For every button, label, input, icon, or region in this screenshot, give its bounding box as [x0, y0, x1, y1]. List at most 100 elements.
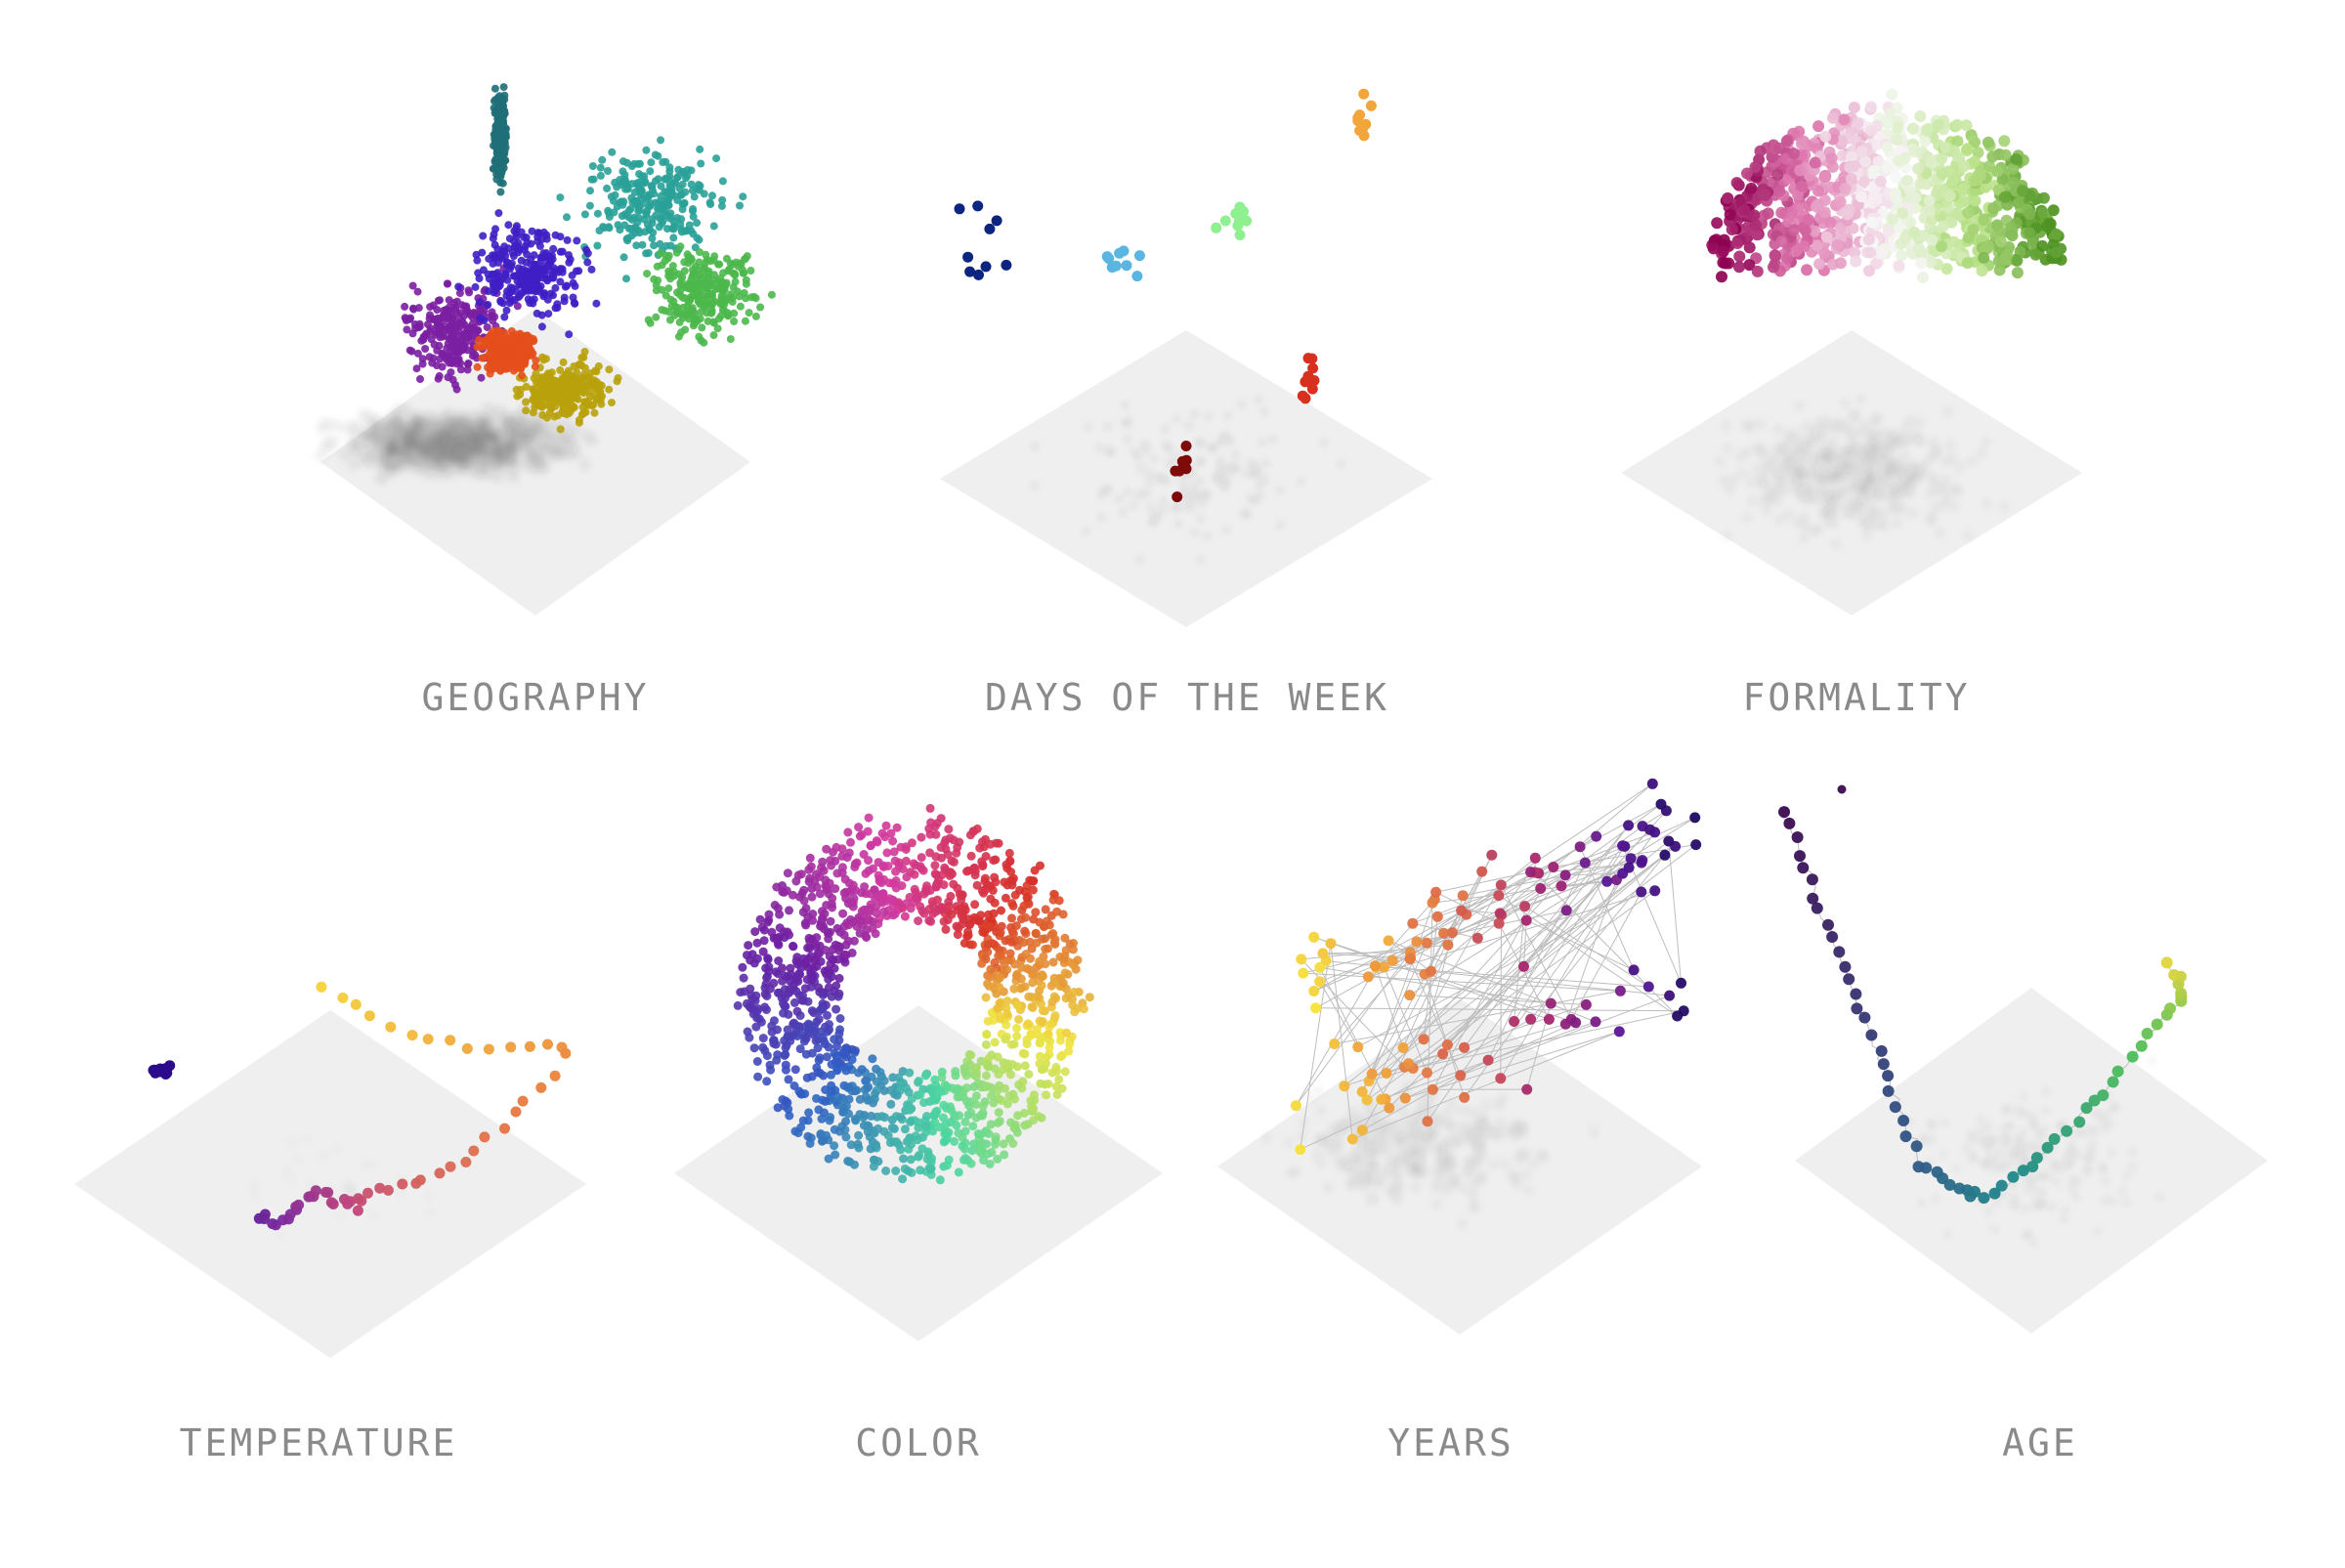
data-point: [1922, 125, 1934, 137]
data-point: [710, 222, 718, 230]
shadow-point: [321, 418, 333, 430]
data-point: [614, 377, 621, 385]
data-point: [759, 1034, 768, 1042]
data-point: [532, 287, 539, 295]
data-point: [497, 146, 505, 153]
data-point: [982, 994, 991, 1002]
shadow-point: [1778, 485, 1788, 494]
data-point: [1731, 177, 1743, 189]
data-point: [536, 242, 544, 250]
data-point: [496, 112, 504, 120]
shadow-point: [1151, 456, 1157, 462]
data-point: [454, 283, 462, 291]
data-point: [615, 221, 622, 229]
data-point: [431, 341, 439, 349]
data-point: [2011, 255, 2023, 267]
data-point: [661, 202, 668, 210]
shadow-point: [1715, 457, 1725, 467]
data-point: [435, 375, 443, 383]
shadow-point: [1105, 487, 1111, 492]
shadow-point: [1756, 419, 1766, 429]
data-point: [645, 317, 653, 324]
data-point: [687, 275, 695, 283]
data-point: [826, 1113, 834, 1122]
shadow-point: [413, 437, 425, 448]
shadow-point: [1977, 448, 1986, 458]
data-point: [460, 320, 468, 328]
data-point: [549, 291, 557, 299]
shadow-point: [1084, 529, 1089, 534]
data-point: [1366, 101, 1377, 111]
data-point: [682, 174, 690, 182]
shadow-point: [334, 1146, 340, 1152]
shadow-point: [1850, 468, 1859, 478]
data-point: [462, 1043, 473, 1054]
data-point: [574, 383, 581, 391]
data-point: [523, 250, 531, 258]
data-point: [539, 292, 547, 300]
data-point: [337, 993, 348, 1003]
data-point: [1008, 1139, 1017, 1148]
data-point: [977, 1149, 986, 1158]
data-point: [1122, 260, 1132, 271]
data-point: [785, 906, 793, 914]
data-point: [1846, 173, 1857, 185]
data-point: [397, 1179, 407, 1190]
shadow-point: [1840, 399, 1850, 408]
data-point: [484, 301, 491, 309]
data-point: [677, 328, 685, 336]
data-point: [899, 1155, 908, 1164]
data-point: [1001, 1084, 1009, 1093]
data-point: [428, 360, 436, 367]
shadow-point: [1865, 475, 1875, 485]
data-point: [1826, 152, 1838, 164]
shadow-point: [1221, 436, 1227, 442]
data-point: [847, 899, 856, 908]
data-point: [1220, 216, 1231, 227]
shadow-point: [525, 460, 536, 472]
data-point: [1014, 1015, 1023, 1024]
shadow-point: [1823, 457, 1833, 467]
data-point: [639, 241, 647, 249]
shadow-point: [1258, 492, 1263, 498]
data-point: [737, 303, 745, 311]
data-point: [435, 1167, 446, 1178]
data-point: [753, 1073, 762, 1081]
data-point: [955, 203, 965, 214]
shadow-point: [1964, 530, 1974, 540]
shadow-point: [1032, 444, 1038, 449]
data-point: [1961, 143, 1973, 154]
data-point: [316, 982, 326, 993]
data-point: [1056, 1037, 1065, 1045]
data-point: [1914, 110, 1926, 122]
data-point: [1232, 221, 1243, 232]
data-point: [501, 270, 509, 277]
shadow-point: [1256, 397, 1261, 403]
data-point: [774, 956, 783, 965]
shadow-point: [433, 459, 445, 471]
shadow-point: [1107, 447, 1113, 453]
data-point: [814, 1105, 823, 1114]
data-point: [538, 354, 546, 361]
shadow-point: [1858, 487, 1868, 496]
data-point: [992, 215, 1002, 226]
data-point: [695, 281, 703, 289]
shadow-point: [1827, 499, 1837, 509]
data-point: [465, 288, 473, 296]
data-point: [1773, 143, 1785, 154]
data-point: [522, 399, 530, 406]
shadow-point: [1728, 475, 1738, 485]
data-point: [677, 242, 685, 250]
data-point: [937, 1073, 946, 1081]
data-point: [385, 1022, 396, 1033]
data-point: [661, 257, 669, 265]
data-point: [539, 249, 547, 257]
shadow-point: [1906, 415, 1916, 425]
data-point: [535, 1082, 546, 1093]
shadow-point: [1929, 478, 1939, 487]
data-point: [1134, 250, 1145, 261]
shadow-point: [400, 403, 411, 415]
shadow-point: [1811, 429, 1820, 439]
data-point: [917, 833, 925, 842]
data-point: [658, 306, 665, 314]
